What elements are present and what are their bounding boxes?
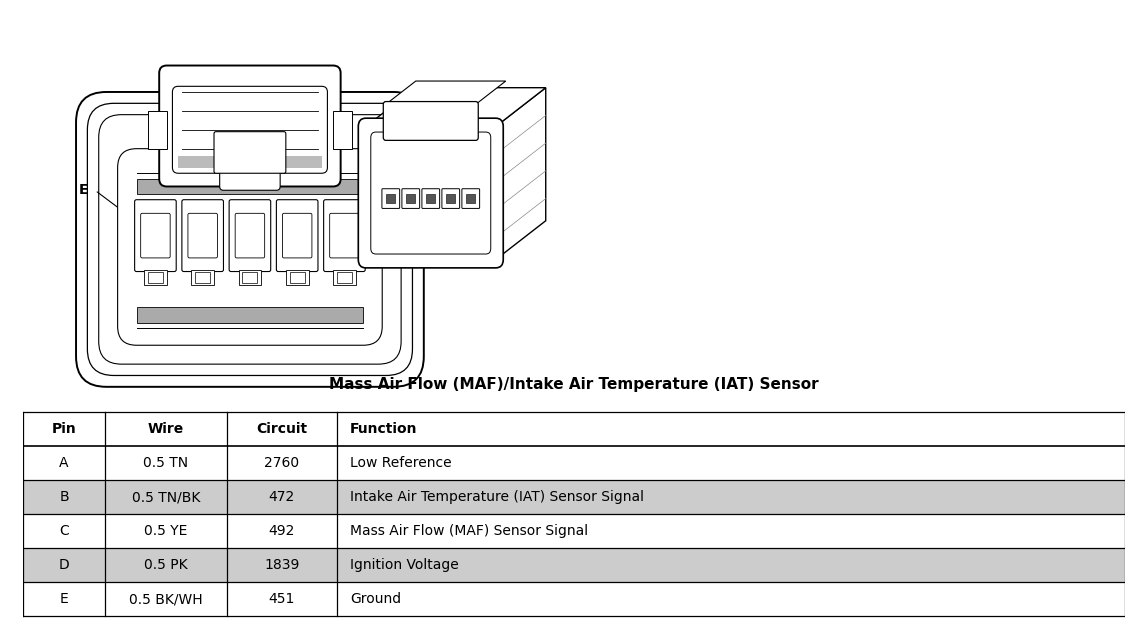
Bar [386,194,395,203]
FancyBboxPatch shape [182,200,224,272]
FancyBboxPatch shape [87,103,412,375]
Text: Mass Air Flow (MAF) Sensor Signal: Mass Air Flow (MAF) Sensor Signal [350,524,588,538]
Text: 2760: 2760 [264,456,299,470]
FancyBboxPatch shape [324,200,365,272]
Text: D: D [59,558,69,572]
Polygon shape [386,81,506,105]
Bar [407,194,415,203]
Bar [144,270,167,285]
Bar [178,156,321,168]
FancyBboxPatch shape [421,189,440,209]
Text: 1839: 1839 [264,558,300,572]
Text: 472: 472 [268,490,295,504]
Text: A: A [59,456,69,470]
Bar [467,194,475,203]
Text: C: C [59,524,69,538]
Text: B: B [59,490,69,504]
FancyBboxPatch shape [214,132,286,173]
Bar [195,272,210,283]
FancyBboxPatch shape [358,118,503,268]
FancyBboxPatch shape [329,214,359,258]
Bar [23,480,1125,514]
Bar [191,270,214,285]
Text: Intake Air Temperature (IAT) Sensor Signal: Intake Air Temperature (IAT) Sensor Sign… [350,490,644,504]
FancyBboxPatch shape [383,101,478,140]
Text: Ignition Voltage: Ignition Voltage [350,558,459,572]
FancyBboxPatch shape [229,200,270,272]
Text: Mass Air Flow (MAF)/Intake Air Temperature (IAT) Sensor: Mass Air Flow (MAF)/Intake Air Temperatu… [328,377,819,392]
Bar [290,272,304,283]
FancyBboxPatch shape [370,132,491,254]
Bar [239,270,261,285]
Bar [333,111,352,149]
Polygon shape [495,88,545,260]
FancyBboxPatch shape [76,92,424,387]
Bar [446,194,456,203]
FancyBboxPatch shape [99,115,401,364]
Bar [337,272,352,283]
Bar [23,548,1125,582]
Bar [148,111,167,149]
Bar [136,179,364,194]
FancyBboxPatch shape [276,200,318,272]
Text: Ground: Ground [350,592,401,606]
FancyBboxPatch shape [135,200,176,272]
Text: Circuit: Circuit [256,422,307,436]
FancyBboxPatch shape [118,149,382,345]
Text: 0.5 TN/BK: 0.5 TN/BK [132,490,200,504]
Text: 451: 451 [268,592,295,606]
Bar [242,272,258,283]
FancyBboxPatch shape [159,66,341,186]
Text: E: E [60,592,68,606]
Text: 0.5 YE: 0.5 YE [144,524,187,538]
FancyBboxPatch shape [219,152,281,190]
Text: 0.5 PK: 0.5 PK [144,558,187,572]
FancyBboxPatch shape [235,214,265,258]
Text: E: E [78,183,89,197]
Text: 0.5 TN: 0.5 TN [143,456,189,470]
Bar [426,194,435,203]
Text: A: A [381,183,392,197]
FancyBboxPatch shape [173,86,327,173]
Bar [333,270,356,285]
Bar [148,272,162,283]
FancyBboxPatch shape [442,189,460,209]
FancyBboxPatch shape [382,189,400,209]
FancyBboxPatch shape [283,214,312,258]
Bar [286,270,309,285]
FancyBboxPatch shape [462,189,479,209]
Text: 0.5 BK/WH: 0.5 BK/WH [130,592,203,606]
Text: Pin: Pin [51,422,76,436]
Polygon shape [366,88,545,127]
Text: Wire: Wire [148,422,184,436]
FancyBboxPatch shape [187,214,217,258]
Text: 492: 492 [268,524,295,538]
Bar [136,307,364,323]
FancyBboxPatch shape [402,189,419,209]
FancyBboxPatch shape [141,214,170,258]
Text: Low Reference: Low Reference [350,456,452,470]
Text: Function: Function [350,422,418,436]
